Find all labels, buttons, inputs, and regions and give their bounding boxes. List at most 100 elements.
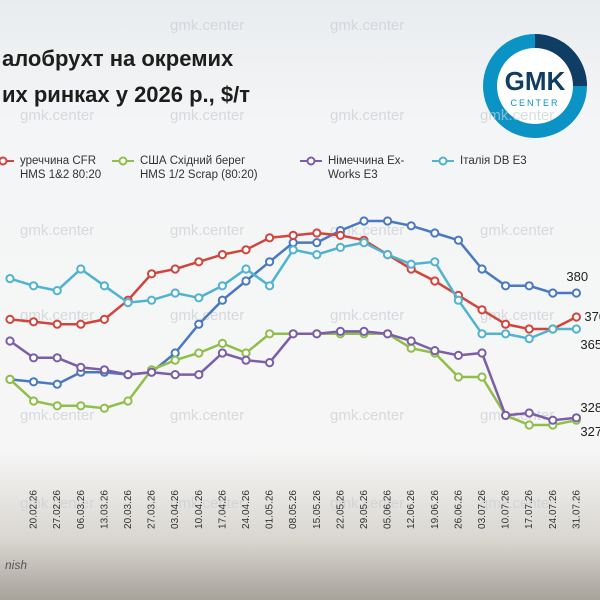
- legend-marker: [306, 156, 316, 166]
- legend-marker: [118, 156, 128, 166]
- point: [147, 295, 157, 305]
- point: [52, 319, 62, 329]
- point: [123, 396, 133, 406]
- point: [406, 221, 416, 231]
- source: nish: [5, 558, 27, 572]
- x-tick-label: 29.05.26: [359, 490, 370, 529]
- point: [217, 250, 227, 260]
- point: [406, 343, 416, 353]
- point: [217, 281, 227, 291]
- point: [524, 408, 534, 418]
- point: [524, 420, 534, 430]
- point: [123, 370, 133, 380]
- logo: GMK CENTER: [483, 34, 587, 138]
- x-tick-label: 20.02.26: [29, 490, 40, 529]
- point: [99, 281, 110, 291]
- point: [406, 336, 416, 346]
- point: [241, 264, 251, 274]
- watermark: gmk.center: [170, 407, 244, 424]
- series-line: [9, 241, 577, 340]
- point: [28, 396, 39, 406]
- point: [312, 238, 322, 248]
- x-tick-label: 27.03.26: [147, 490, 158, 529]
- point: [406, 259, 416, 269]
- x-tick-label: 22.05.26: [335, 490, 346, 529]
- point: [312, 228, 322, 238]
- point: [76, 319, 86, 329]
- logo-sub: CENTER: [510, 98, 559, 108]
- x-tick-label: 10.04.26: [194, 490, 205, 529]
- point: [288, 329, 298, 339]
- point: [241, 348, 251, 358]
- legend-marker: [0, 156, 8, 166]
- watermark: gmk.center: [480, 222, 554, 239]
- point: [383, 250, 393, 260]
- point: [76, 401, 86, 411]
- point: [335, 230, 345, 240]
- point: [288, 230, 298, 240]
- point: [430, 346, 440, 356]
- chart-subtitle: их ринках у 2026 р., $/т: [2, 82, 250, 107]
- point: [170, 370, 180, 380]
- point: [430, 276, 440, 286]
- legend-label: уреччина CFR HMS 1&2 80:20: [20, 155, 102, 181]
- point: [194, 293, 204, 303]
- point: [241, 276, 251, 286]
- point: [99, 365, 110, 375]
- point: [524, 334, 534, 344]
- legend-label: Італія DB E3: [460, 155, 527, 167]
- point: [430, 257, 440, 267]
- x-tick-label: 31.07.26: [571, 490, 582, 529]
- watermark: gmk.center: [170, 495, 244, 512]
- point: [312, 329, 322, 339]
- point: [5, 374, 15, 384]
- point: [194, 257, 204, 267]
- legend-label: Німеччина Ex-Works E3: [328, 155, 405, 181]
- point: [335, 242, 345, 252]
- watermark: gmk.center: [170, 17, 244, 34]
- point: [217, 348, 227, 358]
- legend-label: США Східний берег HMS 1/2 Scrap (80:20): [140, 155, 258, 181]
- point: [99, 403, 110, 413]
- point: [265, 281, 275, 291]
- point: [288, 238, 298, 248]
- watermark: gmk.center: [330, 407, 404, 424]
- legend-marker: [438, 156, 448, 166]
- watermark: gmk.center: [170, 222, 244, 239]
- point: [28, 377, 39, 387]
- point: [548, 324, 558, 334]
- x-tick-label: 24.04.26: [241, 490, 252, 529]
- x-tick-label: 26.06.26: [453, 490, 464, 529]
- x-tick-label: 17.04.26: [217, 490, 228, 529]
- value-label: 365: [580, 337, 600, 352]
- point: [194, 319, 204, 329]
- logo-inner: [497, 48, 573, 124]
- point: [123, 298, 133, 308]
- point: [383, 329, 393, 339]
- point: [501, 281, 511, 291]
- point: [147, 269, 157, 279]
- point: [501, 329, 511, 339]
- point: [241, 245, 251, 255]
- watermark: gmk.center: [480, 107, 554, 124]
- point: [453, 295, 463, 305]
- point: [359, 326, 369, 336]
- point: [52, 401, 62, 411]
- point: [265, 329, 275, 339]
- point: [571, 288, 582, 298]
- watermark: gmk.center: [480, 495, 554, 512]
- point: [477, 305, 487, 315]
- watermark: gmk.center: [20, 107, 94, 124]
- point: [288, 245, 298, 255]
- point: [524, 281, 534, 291]
- point: [147, 367, 157, 377]
- point: [453, 372, 463, 382]
- watermark: gmk.center: [330, 495, 404, 512]
- point: [548, 415, 558, 425]
- point: [241, 355, 251, 365]
- point: [335, 326, 345, 336]
- value-label: 380: [566, 269, 588, 284]
- point: [359, 238, 369, 248]
- logo-name: GMK: [505, 66, 566, 96]
- point: [5, 274, 15, 284]
